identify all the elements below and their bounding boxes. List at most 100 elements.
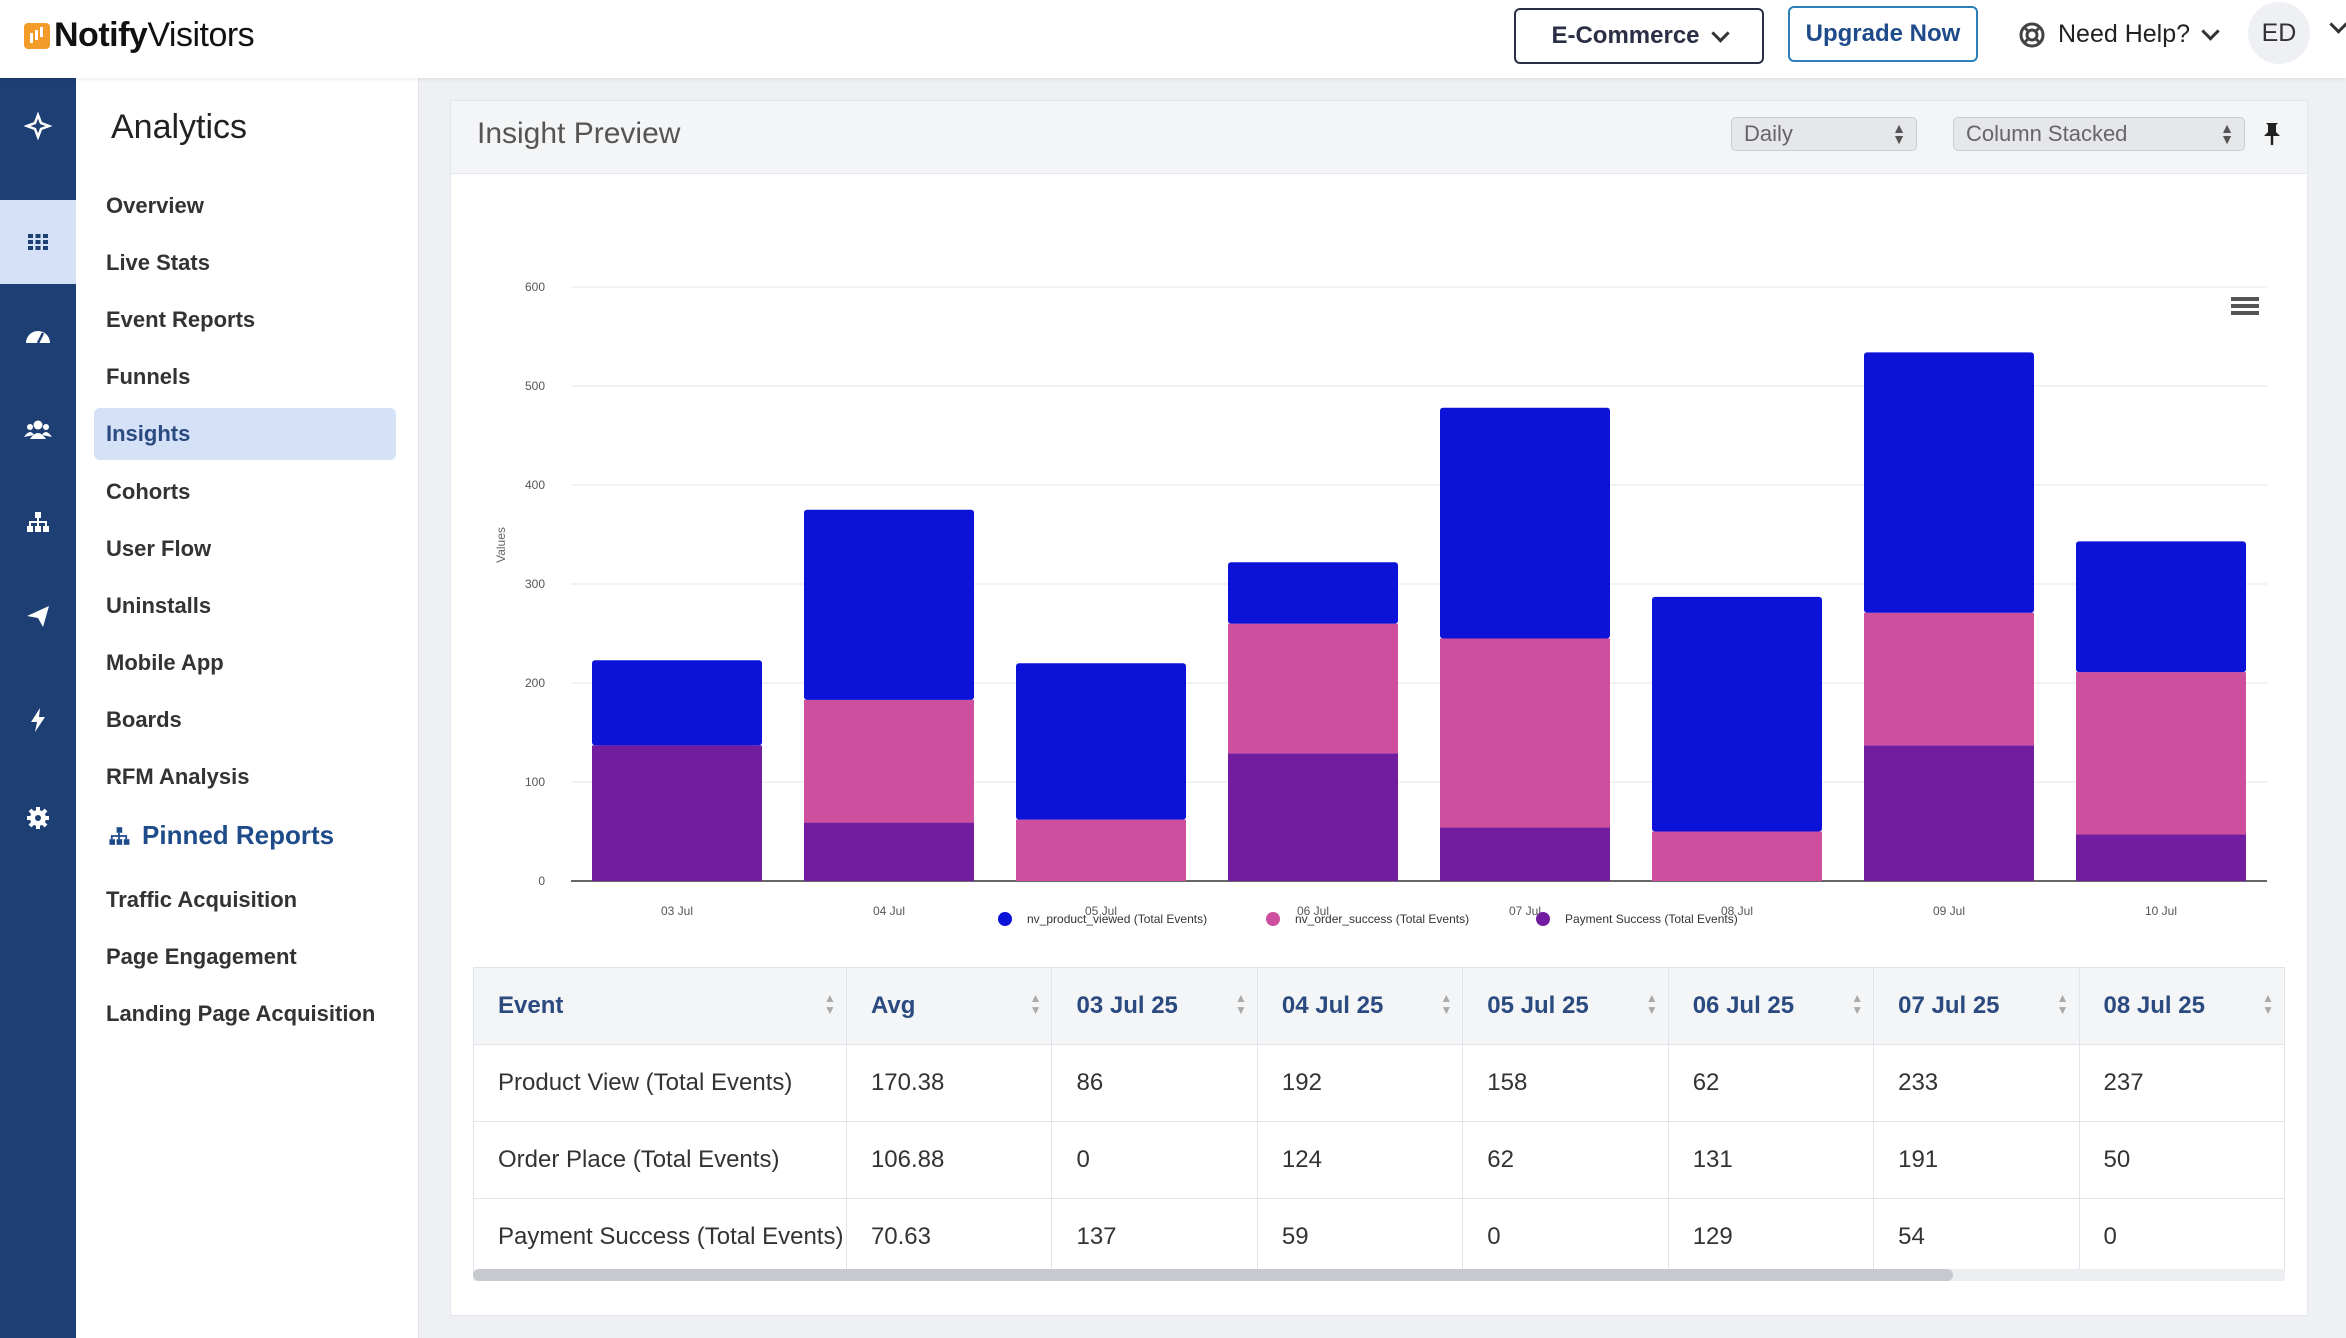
- sort-icon[interactable]: ▲ ▼: [2262, 991, 2274, 1017]
- value-cell: 237: [2078, 1044, 2286, 1122]
- rail-dashboard[interactable]: [0, 294, 76, 378]
- sidebar-item-page-engagement[interactable]: Page Engagement: [106, 944, 297, 969]
- gear-icon: [27, 807, 49, 829]
- rail-automation[interactable]: [0, 678, 76, 762]
- sort-icon[interactable]: ▲ ▼: [1029, 991, 1042, 1017]
- value-cell: 233: [1873, 1044, 2080, 1122]
- pinned-reports-label: Pinned Reports: [142, 820, 335, 850]
- chart-type-select[interactable]: Column Stacked ▲ ▼: [1953, 117, 2245, 151]
- bar-segment[interactable]: [1864, 352, 2034, 613]
- x-tick-label: 04 Jul: [873, 904, 905, 918]
- column-header-label: 03 Jul 25: [1076, 992, 1178, 1019]
- value-cell: 70.63: [845, 1198, 1053, 1276]
- table-header-row: Event ▲ ▼ Avg ▲ ▼ 03 Jul 25 ▲ ▼ 04 Jul 25 ▲ ▼ 05 Jul…: [473, 967, 2286, 1045]
- table-horizontal-scrollbar[interactable]: [473, 1269, 2285, 1281]
- x-tick-label: 09 Jul: [1933, 904, 1965, 918]
- value-cell: 86: [1051, 1044, 1258, 1122]
- value-cell: 170.38: [845, 1044, 1053, 1122]
- bar-segment[interactable]: [804, 822, 974, 881]
- logo[interactable]: NotifyVisitors: [24, 16, 255, 55]
- sort-icon[interactable]: ▲ ▼: [824, 991, 836, 1017]
- pin-icon[interactable]: [2261, 121, 2283, 147]
- value-cell: 62: [1462, 1121, 1669, 1199]
- grid-icon: [28, 234, 48, 250]
- sort-icon[interactable]: ▲ ▼: [1235, 991, 1247, 1017]
- bar-segment[interactable]: [1652, 596, 1822, 832]
- logo-text-light: Visitors: [147, 16, 255, 54]
- sidebar-item-landing-page-acquisition[interactable]: Landing Page Acquisition: [106, 1001, 376, 1026]
- sidebar-item-boards[interactable]: Boards: [106, 707, 182, 732]
- interval-select[interactable]: Daily ▲ ▼: [1731, 117, 1917, 151]
- column-header[interactable]: 07 Jul 25 ▲ ▼: [1873, 967, 2080, 1045]
- column-header[interactable]: 05 Jul 25 ▲ ▼: [1462, 967, 1669, 1045]
- need-help-menu[interactable]: Need Help?: [2018, 20, 2220, 49]
- column-header[interactable]: Avg ▲ ▼: [845, 967, 1053, 1045]
- sort-icon[interactable]: ▲ ▼: [2056, 991, 2069, 1017]
- y-tick-label: 200: [525, 676, 545, 690]
- column-header-label: 05 Jul 25: [1487, 992, 1589, 1019]
- value-cell: 131: [1667, 1121, 1875, 1199]
- bar-segment[interactable]: [592, 660, 762, 746]
- column-header[interactable]: 06 Jul 25 ▲ ▼: [1667, 967, 1875, 1045]
- legend-label: Payment Success (Total Events): [1565, 912, 1738, 926]
- value-cell: 192: [1256, 1044, 1464, 1122]
- avatar-chevron-icon[interactable]: [2329, 15, 2346, 34]
- x-tick-label: 07 Jul: [1509, 904, 1541, 918]
- rail-users[interactable]: [0, 388, 76, 472]
- sidebar-item-funnels[interactable]: Funnels: [106, 364, 191, 389]
- y-tick-label: 300: [525, 577, 545, 591]
- sidebar-item-uninstalls[interactable]: Uninstalls: [106, 593, 212, 618]
- upgrade-now-button[interactable]: Upgrade Now: [1788, 6, 1978, 62]
- bar-segment[interactable]: [2076, 672, 2246, 835]
- sort-icon[interactable]: ▲ ▼: [1440, 991, 1453, 1017]
- sidebar-item-live-stats[interactable]: Live Stats: [106, 250, 210, 275]
- sort-icon[interactable]: ▲ ▼: [1645, 991, 1658, 1017]
- sidebar-item-cohorts[interactable]: Cohorts: [106, 479, 191, 504]
- sort-icon[interactable]: ▲ ▼: [1851, 991, 1864, 1017]
- bar-segment[interactable]: [804, 699, 974, 823]
- rail-campaigns[interactable]: [0, 574, 76, 658]
- column-header-label: 06 Jul 25: [1692, 992, 1795, 1019]
- chart-menu-icon[interactable]: [2231, 297, 2259, 315]
- column-header[interactable]: Event ▲ ▼: [473, 967, 847, 1045]
- sidebar-item-insights[interactable]: Insights: [94, 408, 396, 460]
- sidebar-item-overview[interactable]: Overview: [106, 193, 204, 218]
- sidebar-item-traffic-acquisition[interactable]: Traffic Acquisition: [106, 887, 298, 912]
- sidebar-title: Analytics: [111, 108, 248, 146]
- value-cell: 50: [2078, 1121, 2286, 1199]
- bar-segment[interactable]: [592, 745, 762, 881]
- column-header[interactable]: 03 Jul 25 ▲ ▼: [1051, 967, 1258, 1045]
- interval-value: Daily: [1744, 121, 1793, 146]
- rail-settings[interactable]: [0, 776, 76, 860]
- rail-sparkle[interactable]: [0, 84, 76, 168]
- bar-segment[interactable]: [804, 509, 974, 700]
- bar-segment[interactable]: [1228, 623, 1398, 754]
- bar-segment[interactable]: [1864, 745, 2034, 881]
- rail-analytics[interactable]: [0, 200, 76, 284]
- avatar[interactable]: ED: [2248, 2, 2310, 64]
- bar-segment[interactable]: [1440, 638, 1610, 828]
- column-header[interactable]: 04 Jul 25 ▲ ▼: [1256, 967, 1464, 1045]
- bar-segment[interactable]: [2076, 834, 2246, 881]
- bar-segment[interactable]: [1440, 827, 1610, 881]
- sidebar-item-rfm-analysis[interactable]: RFM Analysis: [106, 764, 250, 789]
- bar-segment[interactable]: [1228, 753, 1398, 881]
- column-header[interactable]: 08 Jul 25 ▲ ▼: [2078, 967, 2286, 1045]
- legend-item[interactable]: nv_product_viewed (Total Events): [998, 912, 1207, 926]
- pinned-reports-heading: Pinned Reports: [106, 820, 334, 851]
- bar-segment[interactable]: [1228, 562, 1398, 624]
- sidebar-item-event-reports[interactable]: Event Reports: [106, 307, 256, 332]
- rail-flows[interactable]: [0, 480, 76, 564]
- sidebar-item-user-flow[interactable]: User Flow: [106, 536, 212, 561]
- sidebar-item-mobile-app[interactable]: Mobile App: [106, 650, 224, 675]
- legend-item[interactable]: nv_order_success (Total Events): [1266, 912, 1469, 926]
- bar-segment[interactable]: [1016, 663, 1186, 820]
- bar-segment[interactable]: [1864, 612, 2034, 746]
- bar-segment[interactable]: [1440, 407, 1610, 639]
- bar-segment[interactable]: [1016, 819, 1186, 881]
- legend-item[interactable]: Payment Success (Total Events): [1536, 912, 1738, 926]
- workspace-dropdown[interactable]: E-Commerce: [1514, 8, 1764, 64]
- bar-segment[interactable]: [2076, 541, 2246, 673]
- scrollbar-thumb[interactable]: [473, 1269, 1953, 1281]
- bar-segment[interactable]: [1652, 831, 1822, 882]
